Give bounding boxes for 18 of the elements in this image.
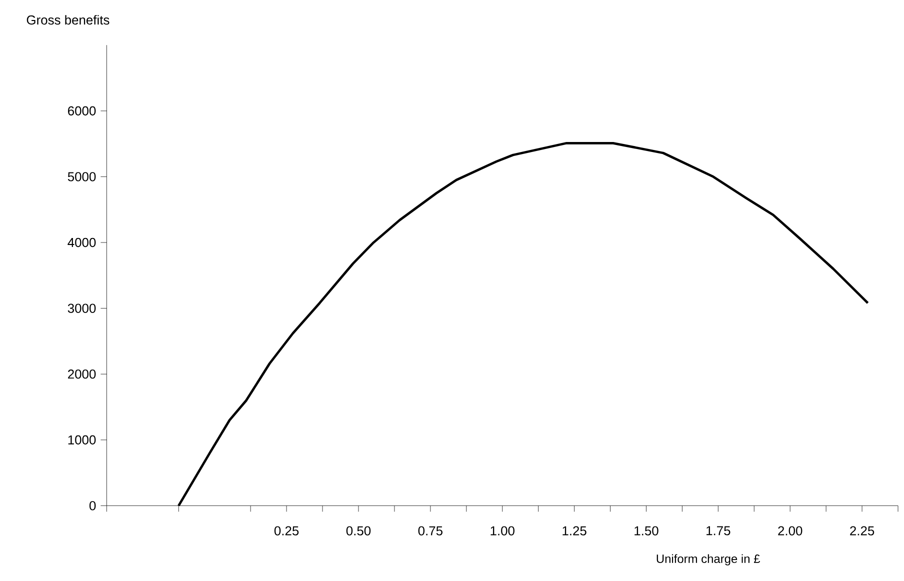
y-tick-label: 2000: [68, 370, 96, 379]
x-tick-label: 2.00: [778, 526, 802, 536]
x-tick-label: 1.00: [490, 526, 514, 536]
x-tick-label: 2.25: [850, 526, 874, 536]
x-tick-label: 1.75: [706, 526, 730, 536]
y-tick-label: 6000: [68, 106, 96, 116]
y-tick-label: 3000: [68, 304, 96, 313]
y-tick-label: 5000: [68, 172, 96, 182]
x-tick-label: 0.75: [418, 526, 442, 536]
x-tick-label: 0.25: [274, 526, 299, 536]
x-axis-title: Uniform charge in £: [656, 554, 760, 566]
x-tick-label: 0.50: [346, 526, 371, 536]
y-tick-label: 0: [89, 501, 96, 510]
y-tick-label: 1000: [68, 435, 96, 444]
x-tick-label: 1.50: [634, 526, 658, 536]
x-tick-label: 1.25: [562, 526, 586, 536]
y-tick-label: 4000: [68, 238, 96, 248]
y-axis-title: Gross benefits: [26, 15, 110, 25]
